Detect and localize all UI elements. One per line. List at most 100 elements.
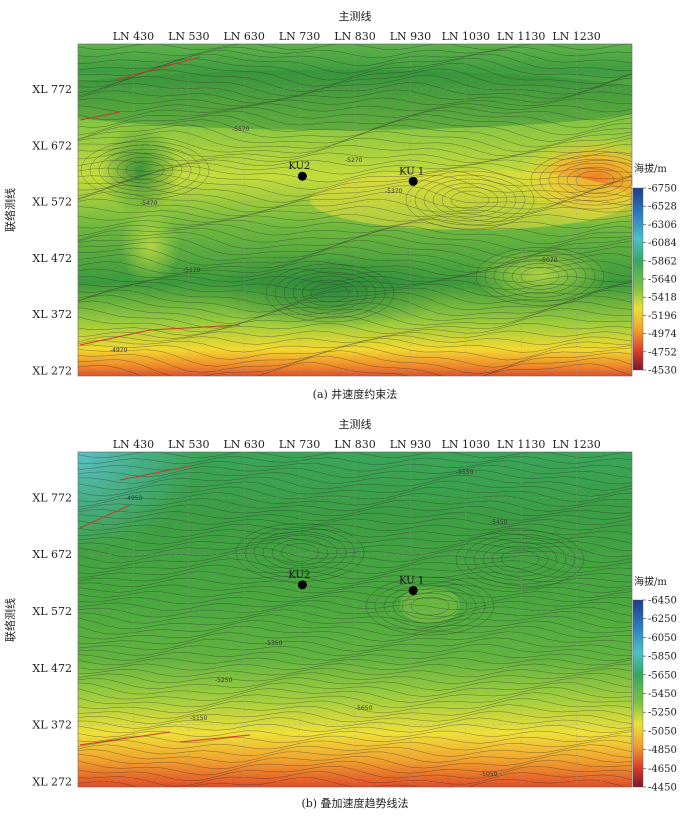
well-marker	[408, 586, 418, 596]
contour-value-label: -5250	[215, 677, 233, 684]
x-axis-title: 主测线	[339, 9, 372, 23]
contour-ring	[310, 283, 350, 303]
contour-value-label: -5170	[183, 267, 201, 274]
colorbar-tick-labels: -6450 -6250 -6050 -5850 -5650 -5450 -5250 -5050…	[643, 596, 677, 794]
contour-ring	[491, 546, 549, 573]
contour-ring	[548, 158, 632, 202]
y-tick-label: XL 272	[32, 364, 72, 377]
grid-lines	[78, 44, 632, 376]
y-tick-label: XL 372	[32, 308, 72, 321]
y-axis-title: 联络测线	[3, 188, 17, 232]
contour-line	[78, 185, 632, 208]
x-tick-label: LN 630	[223, 438, 264, 451]
contour-line	[78, 137, 632, 157]
fault-line	[79, 324, 241, 346]
y-tick-label: XL 672	[32, 139, 72, 152]
contour-value-label: -5070	[540, 257, 558, 264]
contour-line	[78, 667, 632, 678]
x-tick-label: LN 730	[279, 438, 320, 451]
contour-line	[78, 771, 632, 787]
contour-ring	[107, 152, 183, 188]
contour-ring	[374, 580, 486, 632]
x-tick-label: LN 1230	[552, 438, 600, 451]
contour-line	[78, 672, 632, 685]
contour-ring	[262, 535, 338, 570]
well-markers: KU2 KU 1	[288, 570, 424, 596]
fault-line	[179, 734, 251, 743]
contour-ring	[493, 255, 587, 298]
contour-ring	[280, 543, 320, 562]
well-label: KU 1	[399, 576, 424, 587]
contour-ring	[414, 174, 526, 226]
contour-line	[78, 609, 632, 624]
fault-lines	[79, 56, 241, 346]
colorbar-tick-label: -5862	[648, 256, 677, 267]
contour-line	[78, 643, 632, 657]
x-tick-labels: LN 430 LN 530 LN 630 LN 730 LN 830 LN 930 LN 1…	[113, 30, 601, 43]
contour-line	[78, 278, 632, 291]
contour-ring	[557, 162, 632, 198]
contour-ring	[253, 531, 347, 574]
colorbar-tick-label: -5640	[648, 275, 677, 286]
contour-ring	[464, 534, 576, 585]
contour-value-label: -5470	[140, 200, 158, 207]
contour-ring	[432, 182, 508, 218]
well-marker	[297, 171, 307, 181]
contour-value-label: -5450	[490, 519, 508, 526]
colorbar-tick-label: -5196	[648, 311, 677, 322]
contour-line	[78, 46, 632, 58]
contour-line	[78, 625, 632, 642]
well-marker	[408, 176, 418, 186]
contour-value-label: -5150	[190, 715, 208, 722]
contour-labels: -5270 -5370 -5470 -5570 -5170 -5070 -4970	[110, 126, 558, 354]
x-tick-label: LN 530	[168, 30, 209, 43]
contour-ring	[274, 267, 386, 319]
contour-ring	[401, 592, 459, 620]
panel-a: 主测线 LN 430 LN 530 LN 630 LN 730 LN 830 LN 930…	[3, 9, 677, 401]
fault-line	[119, 465, 191, 481]
x-tick-label: LN 830	[334, 438, 375, 451]
colorbar-tick-labels: -6750 -6528 -6306 -6084 -5862 -5640 -5418 -5196…	[643, 184, 677, 377]
contour-line	[78, 657, 632, 666]
contour-ring	[482, 542, 558, 577]
y-tick-label: XL 572	[32, 196, 72, 209]
contour-line	[78, 89, 632, 104]
colorbar-tick-label: -5850	[648, 652, 677, 663]
contour-ring	[520, 267, 560, 286]
colorbar-tick-label: -6084	[648, 238, 677, 249]
contour-line	[78, 143, 632, 160]
contour-line	[78, 106, 632, 121]
contour-line	[78, 663, 632, 671]
contour-ring	[392, 588, 468, 624]
colorbar-tick-label: -4974	[648, 329, 677, 340]
contour-line	[78, 335, 632, 345]
contour-ring	[271, 539, 329, 566]
x-tick-label: LN 630	[223, 30, 264, 43]
contour-ring	[450, 190, 490, 210]
contour-line	[78, 600, 632, 611]
contour-ring	[292, 275, 368, 311]
well-label: KU 1	[399, 166, 424, 177]
x-tick-label: LN 930	[390, 30, 431, 43]
x-tick-label: LN 430	[113, 438, 154, 451]
contour-ring	[405, 170, 535, 230]
contour-line	[78, 341, 632, 361]
contour-line	[78, 469, 632, 485]
contour-line	[78, 552, 632, 569]
grid-lines	[78, 452, 632, 787]
contour-ring	[475, 247, 605, 306]
colorbar-tick-label: -6050	[648, 633, 677, 644]
contour-ring	[423, 178, 517, 222]
contour-ring	[500, 550, 540, 569]
contour-line	[78, 604, 632, 618]
contour-line	[78, 253, 632, 273]
y-tick-label: XL 272	[32, 775, 72, 788]
contour-line	[78, 498, 632, 512]
contour-line	[78, 246, 632, 269]
well-label: KU2	[288, 570, 310, 581]
x-tick-labels: LN 430 LN 530 LN 630 LN 730 LN 830 LN 930 LN 1…	[113, 438, 601, 451]
colorbar-tick-label: -4530	[648, 366, 677, 377]
contour-line	[78, 698, 632, 714]
contour-line	[78, 730, 632, 738]
y-tick-label: XL 472	[32, 252, 72, 265]
